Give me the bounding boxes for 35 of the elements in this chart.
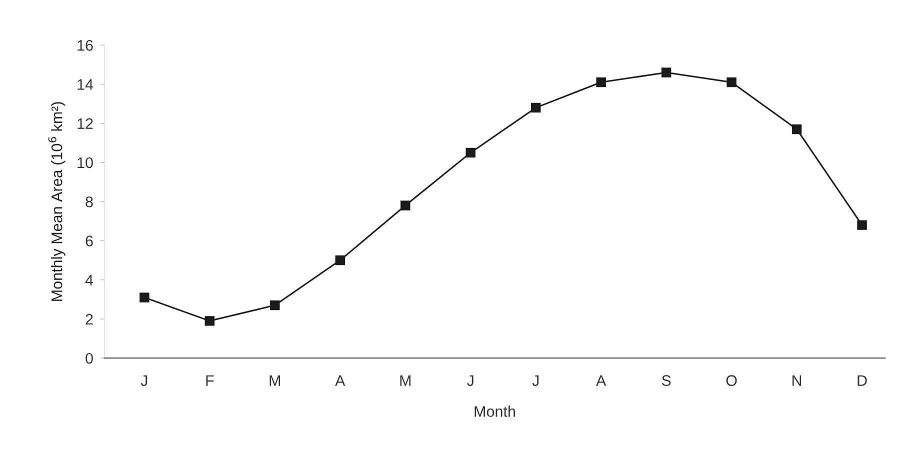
x-axis-title: Month [474,406,515,417]
x-tick-label: M [400,375,410,386]
y-tick-label: 8 [86,196,93,208]
y-tick-label: 6 [86,236,93,246]
x-tick-label: S [662,375,671,386]
x-tick-label: A [335,375,346,386]
point [596,77,606,88]
x-tick-label: J [140,375,148,386]
x-tick-label: O [726,375,737,386]
point [792,124,802,134]
point [530,102,541,113]
y-tick-label: 12 [78,118,93,129]
y-axis-title: Monthly Mean Area (10$^{6}$ km²) [48,102,66,301]
x-tick-label: A [596,375,606,386]
x-tick-label: J [467,375,474,386]
y-tick-label: 2 [86,314,93,325]
point [400,200,410,210]
x-tick-label: M [270,375,280,386]
x-tick-label: N [792,375,802,386]
point [726,77,736,88]
x-tick-label: D [858,375,867,386]
point [661,68,672,78]
point [204,316,215,326]
point [335,255,345,266]
y-tick-label: 4 [85,274,94,286]
y-tick-label: 0 [86,352,93,364]
y-tick-label: 16 [78,40,93,51]
point [140,292,150,302]
point [466,148,476,158]
point [270,300,280,310]
x-tick-label: J [532,375,539,386]
point [857,220,867,230]
y-tick-label: 10 [78,157,93,168]
y-tick-label: 14 [78,79,94,90]
x-tick-label: F [206,375,214,386]
